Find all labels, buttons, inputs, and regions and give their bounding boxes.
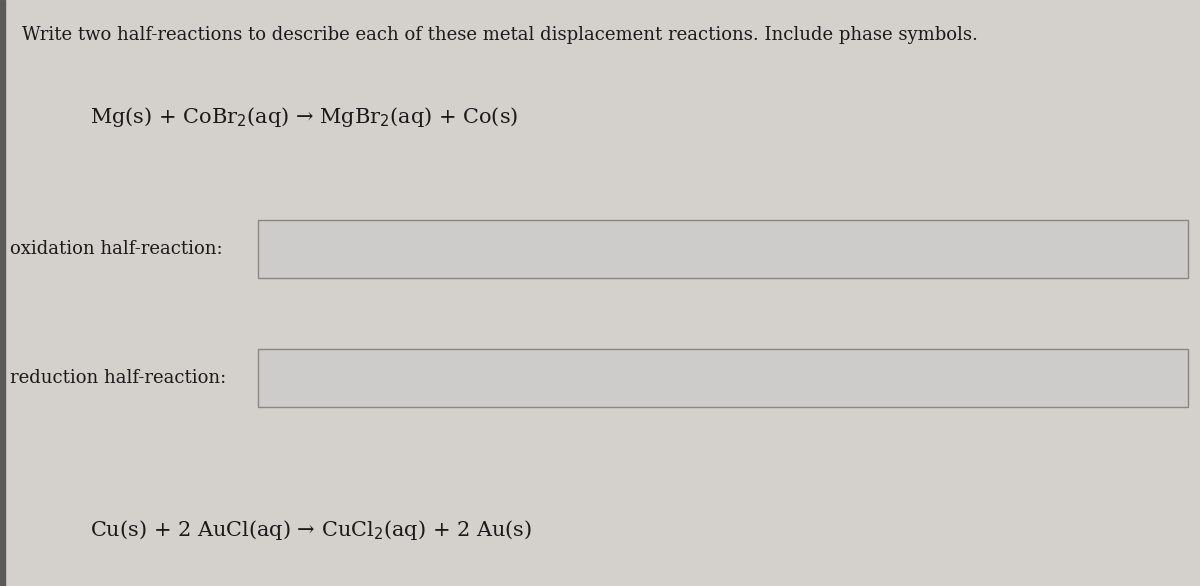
FancyBboxPatch shape [258, 220, 1188, 278]
FancyBboxPatch shape [258, 349, 1188, 407]
Bar [0, 0, 5, 586]
Text: Mg(s) + CoBr$_2$(aq) → MgBr$_2$(aq) + Co(s): Mg(s) + CoBr$_2$(aq) → MgBr$_2$(aq) + Co… [90, 105, 518, 129]
Text: Cu(s) + 2 AuCl(aq) → CuCl$_2$(aq) + 2 Au(s): Cu(s) + 2 AuCl(aq) → CuCl$_2$(aq) + 2 Au… [90, 519, 532, 542]
Text: Write two half-reactions to describe each of these metal displacement reactions.: Write two half-reactions to describe eac… [22, 26, 978, 45]
Text: oxidation half-reaction:: oxidation half-reaction: [10, 240, 222, 258]
Text: reduction half-reaction:: reduction half-reaction: [10, 369, 226, 387]
